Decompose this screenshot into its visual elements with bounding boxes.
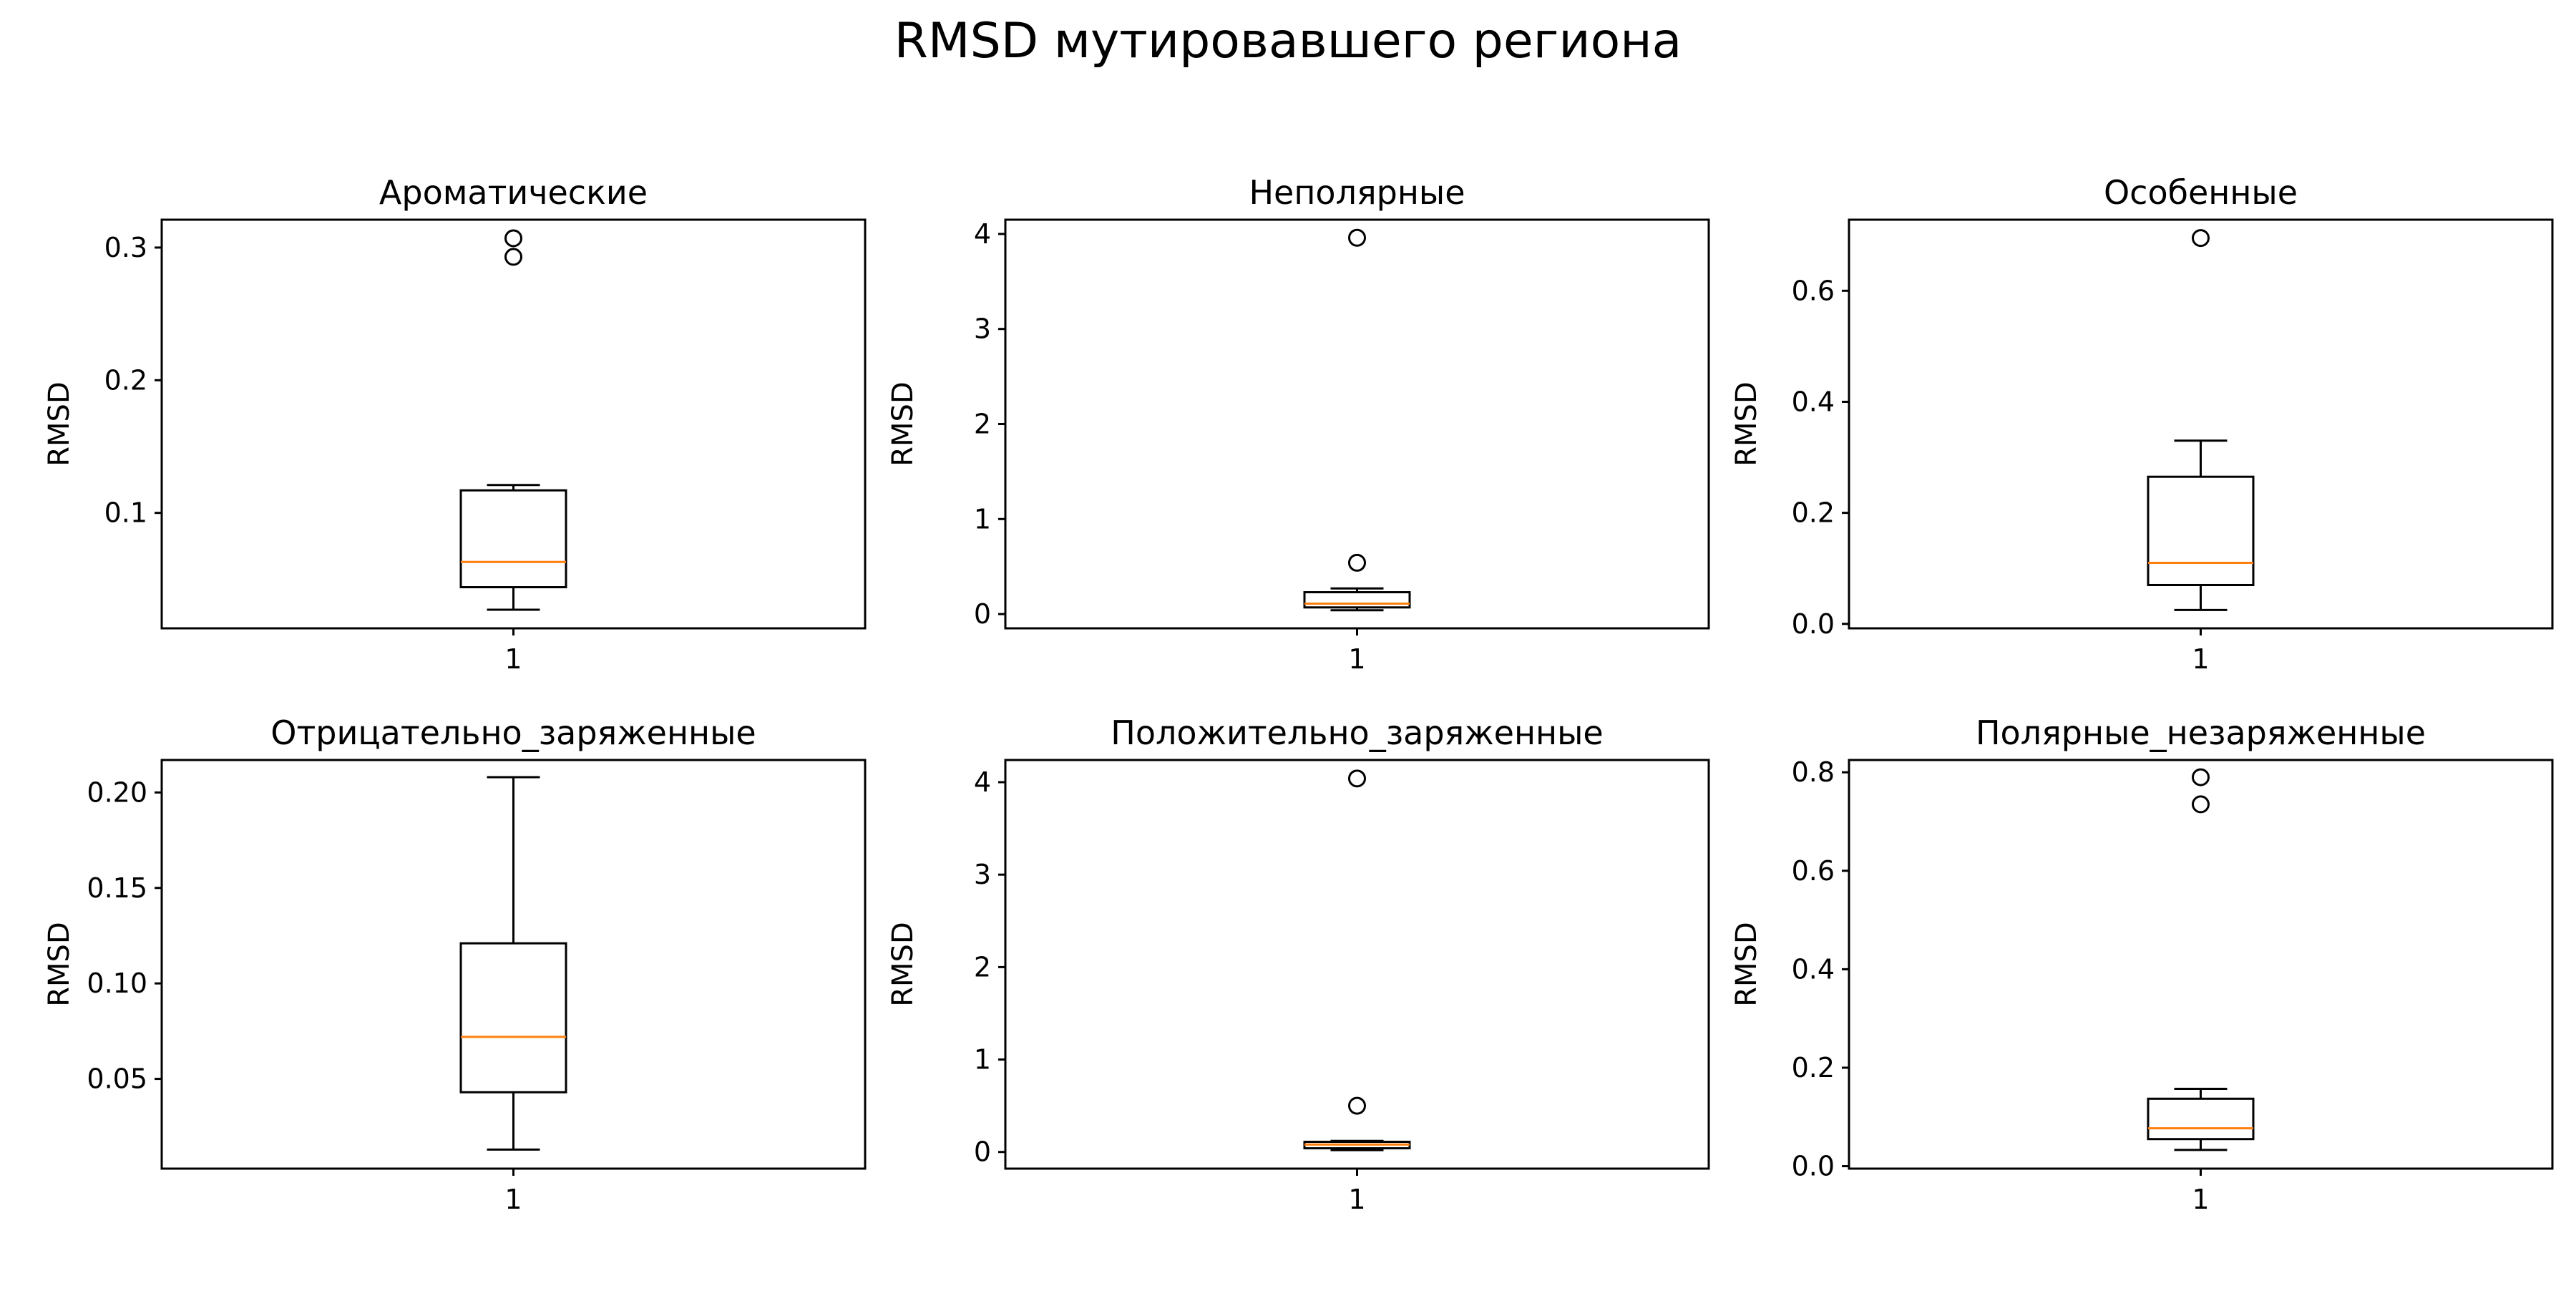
y-tick-label: 0.15 — [87, 872, 147, 904]
y-tick-label: 0 — [974, 598, 991, 630]
axes-frame — [1848, 218, 2554, 630]
iqr-box — [459, 942, 567, 1093]
x-tick-label: 1 — [1348, 1184, 1365, 1215]
y-tick-label: 0.4 — [1792, 386, 1835, 417]
y-tick-label: 0.10 — [87, 968, 147, 999]
subplot-title: Ароматические — [379, 173, 648, 212]
y-tick-label: 4 — [974, 218, 991, 250]
subplot-1: Ароматические RMSD 0.1 0.2 0.3 1 — [43, 173, 867, 675]
outlier-point — [2192, 795, 2210, 814]
axes-frame — [1848, 759, 2554, 1170]
x-tick-label: 1 — [504, 1184, 522, 1215]
y-tick-label: 0.2 — [104, 364, 147, 396]
y-tick-label: 0.2 — [1792, 497, 1835, 529]
y-tick-label: 0.6 — [1792, 855, 1835, 887]
y-tick-label: 0.05 — [87, 1063, 147, 1095]
y-tick-label: 1 — [974, 503, 991, 535]
y-tick-label: 0.3 — [104, 232, 147, 263]
outlier-point — [1348, 228, 1366, 247]
y-tick-label: 0.8 — [1792, 756, 1835, 788]
y-tick-label: 1 — [974, 1044, 991, 1076]
y-axis-label: RMSD — [1730, 381, 1763, 467]
subplot-4: Отрицательно_заряженные RMSD 0.05 0.10 0.15 0… — [43, 713, 867, 1215]
axes-frame — [1004, 218, 1710, 630]
x-tick-label: 1 — [2192, 643, 2209, 675]
figure-title: RMSD мутировавшего региона — [894, 13, 1682, 69]
outlier-point — [2192, 229, 2210, 248]
x-tick-label: 1 — [2192, 1184, 2209, 1215]
y-axis-label: RMSD — [887, 922, 919, 1007]
subplot-title: Полярные_незаряженные — [1976, 713, 2426, 752]
iqr-box — [1303, 591, 1411, 609]
iqr-box — [2147, 1097, 2255, 1141]
y-tick-label: 0.20 — [87, 776, 147, 808]
outlier-point — [504, 229, 522, 248]
outlier-point — [2192, 768, 2210, 786]
y-axis-label: RMSD — [887, 381, 919, 467]
y-tick-label: 0.1 — [104, 497, 147, 529]
axes-frame — [1004, 759, 1710, 1170]
y-axis-label: RMSD — [43, 922, 76, 1007]
y-tick-label: 3 — [974, 859, 991, 890]
y-tick-label: 0.2 — [1792, 1052, 1835, 1083]
y-tick-label: 0.0 — [1792, 608, 1835, 640]
y-axis-label: RMSD — [43, 381, 76, 467]
subplot-title: Неполярные — [1249, 173, 1465, 212]
subplot-title: Положительно_заряженные — [1111, 713, 1603, 752]
subplot-2: Неполярные RMSD 0 1 2 3 4 1 — [887, 173, 1710, 675]
y-tick-label: 2 — [974, 951, 991, 983]
subplot-6: Полярные_незаряженные RMSD 0.0 0.2 0.4 0.6 0.8… — [1730, 713, 2554, 1215]
subplot-3: Особенные RMSD 0.0 0.2 0.4 0.6 1 — [1730, 173, 2554, 675]
y-tick-label: 0.4 — [1792, 953, 1835, 985]
y-tick-label: 0 — [974, 1136, 991, 1168]
x-tick-label: 1 — [504, 643, 522, 675]
iqr-box — [2147, 475, 2255, 586]
subplot-title: Отрицательно_заряженные — [270, 713, 756, 752]
outlier-point — [1348, 769, 1366, 788]
subplot-title: Особенные — [2104, 173, 2298, 212]
y-tick-label: 0.6 — [1792, 275, 1835, 306]
subplot-5: Положительно_заряженные RMSD 0 1 2 3 4 1 — [887, 713, 1710, 1215]
x-tick-label: 1 — [1348, 643, 1365, 675]
outlier-point — [504, 248, 522, 266]
y-axis-label: RMSD — [1730, 922, 1763, 1007]
outlier-point — [1348, 553, 1366, 572]
iqr-box — [459, 489, 567, 589]
y-tick-label: 2 — [974, 409, 991, 440]
axes-frame — [160, 218, 867, 630]
outlier-point — [1348, 1096, 1366, 1115]
y-tick-label: 0.0 — [1792, 1151, 1835, 1182]
y-tick-label: 3 — [974, 313, 991, 345]
y-tick-label: 4 — [974, 766, 991, 798]
